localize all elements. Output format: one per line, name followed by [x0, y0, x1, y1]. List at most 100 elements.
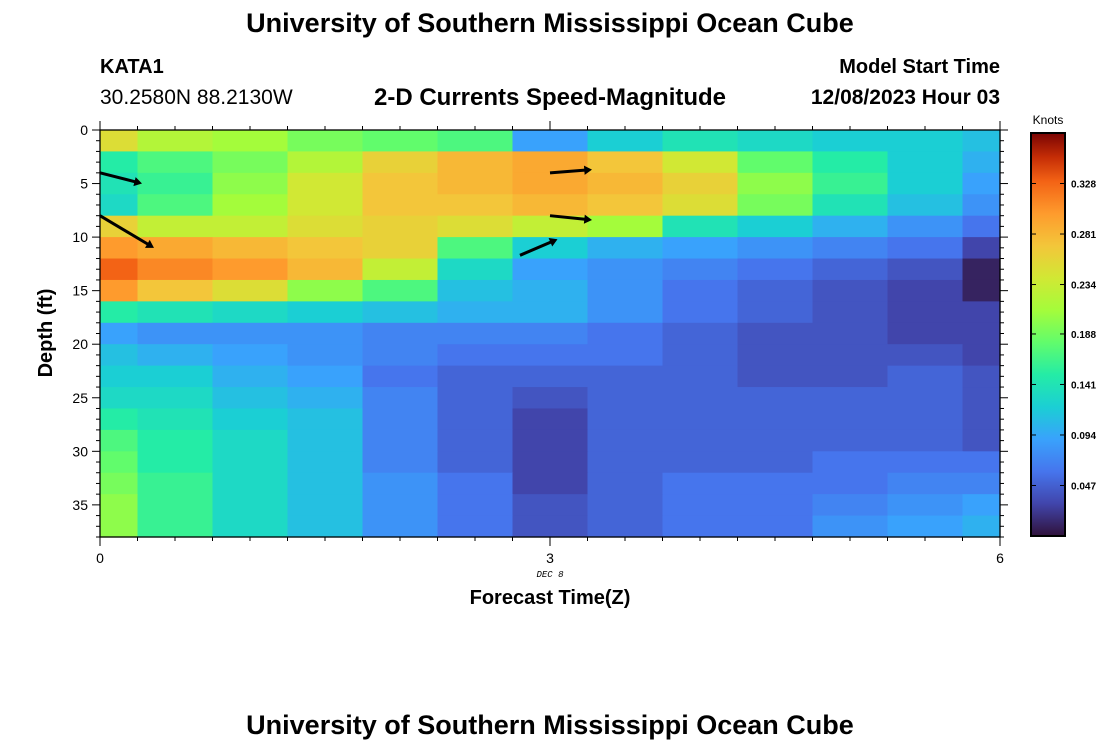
heatmap-cell	[287, 215, 364, 238]
heatmap-cell	[362, 130, 439, 153]
heatmap-cell	[512, 429, 589, 452]
x-tick-label: 0	[96, 550, 104, 566]
heatmap-cell	[662, 322, 739, 345]
heatmap-cell	[512, 322, 589, 345]
colorbar-tick-label: 0.328	[1071, 180, 1096, 191]
heatmap-cell	[100, 130, 139, 153]
heatmap-cell	[437, 130, 514, 153]
heatmap-cell	[512, 194, 589, 217]
heatmap-cell	[887, 472, 964, 495]
heatmap-cell	[287, 237, 364, 260]
heatmap-cell	[812, 301, 889, 324]
heatmap-cell	[137, 494, 214, 517]
heatmap-cell	[587, 451, 664, 474]
heatmap-cell	[287, 130, 364, 153]
heatmap-cell	[287, 258, 364, 281]
heatmap-cell	[662, 472, 739, 495]
heatmap-cell	[662, 237, 739, 260]
heatmap-cell	[812, 322, 889, 345]
heatmap-cell	[737, 172, 814, 195]
y-tick-label: 0	[80, 122, 88, 138]
heatmap-cell	[512, 237, 589, 260]
chart-title: University of Southern Mississippi Ocean…	[246, 8, 854, 38]
heatmap-cell	[662, 172, 739, 195]
heatmap-cell	[587, 194, 664, 217]
heatmap-cell	[812, 472, 889, 495]
colorbar-tick-label: 0.281	[1071, 230, 1096, 241]
heatmap-cell	[812, 194, 889, 217]
heatmap-cell	[662, 279, 739, 302]
heatmap-cell	[137, 279, 214, 302]
heatmap-cell	[737, 258, 814, 281]
heatmap-cell	[512, 151, 589, 174]
heatmap-cell	[212, 194, 289, 217]
heatmap-cell	[137, 237, 214, 260]
heatmap-cell	[437, 451, 514, 474]
heatmap-cell	[137, 301, 214, 324]
heatmap-cell	[512, 494, 589, 517]
heatmap-cell	[962, 151, 1001, 174]
heatmap-cell	[737, 322, 814, 345]
heatmap-cell	[362, 237, 439, 260]
heatmap-cell	[737, 365, 814, 388]
heatmap-cell	[887, 258, 964, 281]
heatmap-cell	[587, 215, 664, 238]
heatmap-cell	[887, 194, 964, 217]
current-vectors	[99, 165, 592, 257]
heatmap-cells	[100, 130, 1001, 538]
heatmap-cell	[100, 472, 139, 495]
heatmap-cell	[887, 301, 964, 324]
heatmap-cell	[287, 408, 364, 431]
x-tick-labels: 0 3 6	[96, 550, 1004, 566]
heatmap-cell	[512, 172, 589, 195]
heatmap-cell	[962, 365, 1001, 388]
heatmap-cell	[362, 279, 439, 302]
heatmap-cell	[962, 408, 1001, 431]
heatmap-cell	[212, 258, 289, 281]
heatmap-cell	[137, 194, 214, 217]
heatmap-cell	[362, 387, 439, 410]
heatmap-cell	[212, 408, 289, 431]
heatmap-cell	[587, 494, 664, 517]
heatmap-cell	[512, 387, 589, 410]
colorbar-tick-label: 0.141	[1071, 380, 1096, 391]
heatmap-cell	[587, 301, 664, 324]
colorbar	[1030, 132, 1066, 537]
heatmap-cell	[137, 408, 214, 431]
heatmap-cell	[737, 215, 814, 238]
heatmap-cell	[437, 344, 514, 367]
heatmap-cell	[437, 408, 514, 431]
heatmap-cell	[100, 408, 139, 431]
heatmap-cell	[812, 151, 889, 174]
y-tick-labels: 0 5 10 15 20 25 30 35	[72, 122, 88, 513]
heatmap-cell	[287, 494, 364, 517]
colorbar-tick-label: 0.234	[1071, 281, 1096, 292]
heatmap-cell	[812, 451, 889, 474]
heatmap-cell	[887, 151, 964, 174]
heatmap-cell	[437, 387, 514, 410]
heatmap-cell	[287, 194, 364, 217]
heatmap-cell	[887, 387, 964, 410]
heatmap-cell	[212, 515, 289, 538]
heatmap-cell	[100, 237, 139, 260]
heatmap-cell	[812, 279, 889, 302]
heatmap-cell	[812, 258, 889, 281]
heatmap-cell	[662, 494, 739, 517]
heatmap-cell	[100, 494, 139, 517]
heatmap-cell	[962, 194, 1001, 217]
heatmap-cell	[737, 451, 814, 474]
heatmap-cell	[362, 215, 439, 238]
y-tick-label: 25	[72, 390, 88, 406]
heatmap-cell	[887, 451, 964, 474]
heatmap-cell	[362, 172, 439, 195]
heatmap-cell	[212, 151, 289, 174]
heatmap-cell	[962, 279, 1001, 302]
heatmap-cell	[587, 429, 664, 452]
heatmap-cell	[737, 515, 814, 538]
heatmap-cell	[212, 279, 289, 302]
x-date-label: DEC 8	[536, 570, 564, 580]
heatmap-cell	[662, 344, 739, 367]
heatmap-cell	[512, 515, 589, 538]
heatmap-cell	[512, 301, 589, 324]
heatmap-cell	[812, 130, 889, 153]
